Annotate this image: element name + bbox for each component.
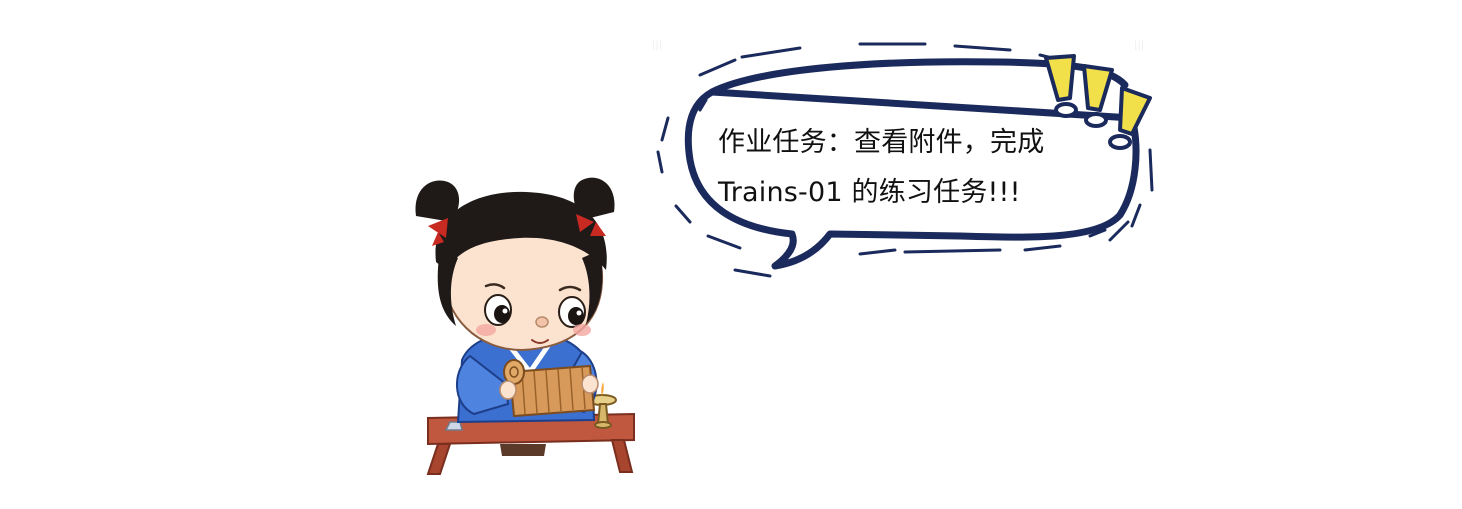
exclamation-marks-icon: [1044, 54, 1152, 150]
bamboo-scroll: [503, 359, 596, 418]
speech-bubble-line-2: Trains-01 的练习任务!!!: [718, 177, 1021, 208]
hair: [435, 191, 607, 270]
speech-bubble-line-1: 作业任务：查看附件，完成: [718, 127, 1045, 158]
speech-bubble-text: 作业任务：查看附件，完成 Trains-01 的练习任务!!!: [718, 118, 1098, 218]
hair-bun-right: [573, 177, 615, 220]
watermark: |||: [652, 40, 663, 51]
scholar-child-illustration: [415, 177, 635, 475]
speech-bubble-dashes: [656, 42, 1154, 278]
hair-bun-left: [415, 180, 460, 222]
watermark: |||: [1134, 40, 1145, 51]
speech-bubble: [656, 42, 1154, 278]
